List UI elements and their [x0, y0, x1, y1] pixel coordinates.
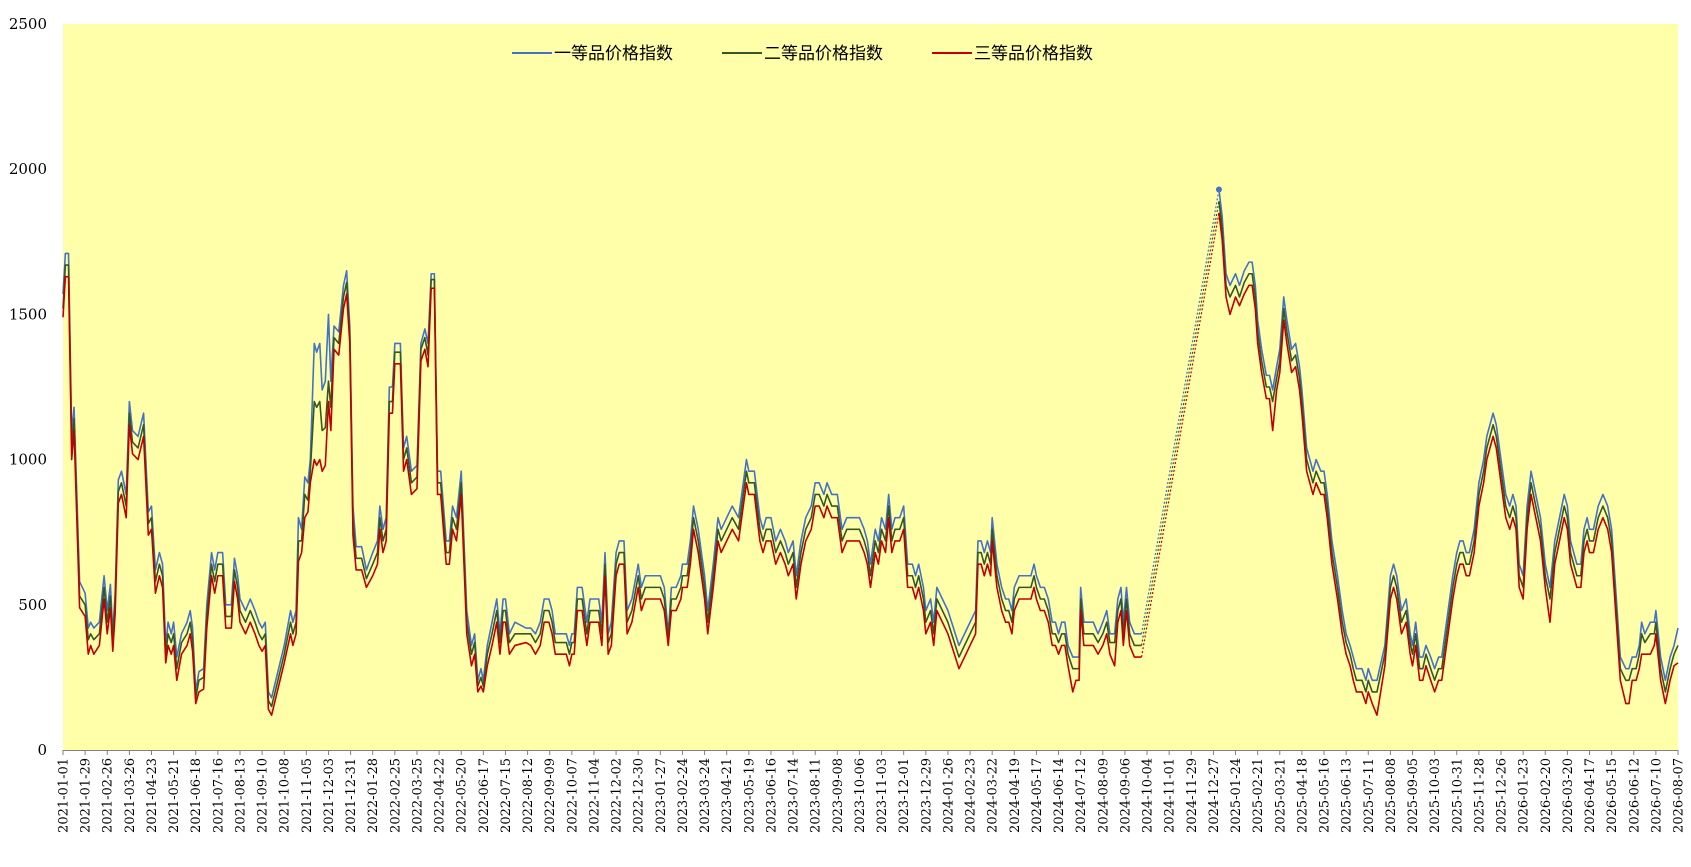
x-tick-label: 2023-04-21 — [720, 758, 735, 833]
x-tick-label: 2021-09-10 — [256, 758, 271, 833]
x-tick-label: 2021-05-21 — [167, 758, 182, 833]
series-line-2-resumed — [1218, 201, 1679, 693]
y-tick-label: 2500 — [9, 15, 47, 33]
x-tick-label: 2023-08-11 — [809, 758, 824, 833]
x-tick-label: 2025-04-18 — [1295, 758, 1310, 833]
peak-marker — [1215, 186, 1222, 193]
series-layer — [62, 186, 1679, 716]
x-tick-label: 2025-11-28 — [1472, 758, 1487, 833]
x-tick-label: 2025-10-31 — [1450, 758, 1465, 833]
series-gap-line-3 — [1140, 212, 1220, 658]
x-tick-label: 2026-02-20 — [1539, 758, 1554, 833]
series-line-1-resumed — [1218, 189, 1679, 682]
x-tick-label: 2021-06-18 — [189, 758, 204, 833]
x-tick-label: 2022-01-28 — [366, 758, 381, 833]
x-axis: 2021-01-01 2021-01-29 2021-02-26 2021-03-26… — [57, 750, 1687, 833]
series-line-3 — [62, 275, 1142, 716]
series-line-3-resumed — [1218, 212, 1679, 716]
y-tick-label: 1000 — [9, 451, 47, 469]
x-tick-label: 2021-01-01 — [57, 758, 72, 833]
x-tick-label: 2021-12-31 — [344, 758, 359, 833]
x-tick-label: 2022-06-17 — [477, 758, 492, 833]
x-tick-label: 2024-02-23 — [964, 758, 979, 833]
x-tick-label: 2021-10-08 — [278, 758, 293, 833]
x-tick-label: 2024-08-09 — [1096, 758, 1111, 833]
x-tick-label: 2021-03-26 — [123, 758, 138, 833]
x-tick-label: 2024-06-14 — [1052, 758, 1067, 833]
x-tick-label: 2024-10-04 — [1141, 758, 1156, 833]
x-tick-label: 2025-01-24 — [1229, 758, 1244, 833]
x-tick-label: 2022-04-22 — [433, 758, 448, 833]
x-tick-label: 2025-02-21 — [1251, 758, 1266, 833]
x-tick-label: 2023-12-29 — [919, 758, 934, 833]
x-tick-label: 2023-03-24 — [698, 758, 713, 833]
x-tick-label: 2024-05-17 — [1030, 758, 1045, 833]
x-tick-label: 2026-08-07 — [1672, 758, 1687, 833]
x-tick-label: 2024-07-12 — [1074, 758, 1089, 833]
x-tick-label: 2022-09-09 — [543, 758, 558, 833]
x-tick-label: 2022-10-07 — [565, 758, 580, 833]
x-tick-label: 2023-02-24 — [676, 758, 691, 833]
x-tick-label: 2024-01-26 — [941, 758, 956, 833]
y-tick-label: 500 — [18, 596, 47, 614]
x-tick-label: 2026-03-20 — [1561, 758, 1576, 833]
x-tick-label: 2025-05-16 — [1318, 758, 1333, 833]
y-axis: 0 500 1000 1500 2000 2500 — [9, 15, 47, 759]
x-tick-label: 2021-12-03 — [322, 758, 337, 833]
legend-label: 一等品价格指数 — [554, 44, 673, 64]
x-tick-label: 2023-10-06 — [853, 758, 868, 833]
x-tick-label: 2025-03-21 — [1273, 758, 1288, 833]
x-tick-label: 2022-07-15 — [499, 758, 514, 833]
x-tick-label: 2025-06-13 — [1340, 758, 1355, 833]
y-tick-label: 0 — [37, 741, 47, 759]
x-tick-label: 2022-12-02 — [610, 758, 625, 833]
x-tick-label: 2021-08-13 — [233, 758, 248, 833]
x-tick-label: 2023-05-19 — [742, 758, 757, 833]
x-tick-label: 2023-12-01 — [897, 758, 912, 833]
legend-label: 三等品价格指数 — [974, 44, 1093, 64]
series-gap-line-1 — [1140, 189, 1220, 634]
legend-label: 二等品价格指数 — [764, 44, 883, 64]
x-tick-label: 2022-02-25 — [388, 758, 403, 833]
x-tick-label: 2026-07-10 — [1649, 758, 1664, 833]
x-tick-label: 2022-03-25 — [410, 758, 425, 833]
x-tick-label: 2024-04-19 — [1008, 758, 1023, 833]
y-tick-label: 1500 — [9, 305, 47, 323]
x-tick-label: 2021-01-29 — [79, 758, 94, 833]
x-tick-label: 2026-04-17 — [1583, 758, 1598, 833]
x-tick-label: 2021-02-26 — [101, 758, 116, 833]
x-tick-label: 2023-07-14 — [787, 758, 802, 833]
x-tick-label: 2024-03-22 — [986, 758, 1001, 833]
y-tick-label: 2000 — [9, 160, 47, 178]
x-tick-label: 2025-12-26 — [1495, 758, 1510, 833]
x-tick-label: 2022-12-30 — [632, 758, 647, 833]
x-tick-label: 2023-06-16 — [764, 758, 779, 833]
x-tick-label: 2021-04-23 — [145, 758, 160, 833]
x-tick-label: 2024-11-29 — [1185, 758, 1200, 833]
legend: 一等品价格指数 二等品价格指数 三等品价格指数 — [512, 44, 1093, 64]
x-tick-label: 2026-01-23 — [1517, 758, 1532, 833]
x-tick-label: 2021-07-16 — [211, 758, 226, 833]
x-tick-label: 2024-09-06 — [1118, 758, 1133, 833]
x-tick-label: 2021-11-05 — [300, 758, 315, 833]
x-tick-label: 2026-06-12 — [1627, 758, 1642, 833]
x-tick-label: 2025-09-05 — [1406, 758, 1421, 833]
plot-area — [63, 24, 1678, 750]
x-tick-label: 2022-05-20 — [455, 758, 470, 833]
x-tick-label: 2023-01-27 — [654, 758, 669, 833]
x-tick-label: 2022-11-04 — [587, 758, 602, 833]
x-tick-label: 2022-08-12 — [521, 758, 536, 833]
x-tick-label: 2025-07-11 — [1362, 758, 1377, 833]
series-gap-line-2 — [1140, 201, 1220, 646]
x-tick-label: 2023-09-08 — [831, 758, 846, 833]
x-tick-label: 2024-11-01 — [1163, 758, 1178, 833]
x-tick-label: 2024-12-27 — [1207, 758, 1222, 833]
x-tick-label: 2025-10-03 — [1428, 758, 1443, 833]
x-tick-label: 2023-11-03 — [875, 758, 890, 833]
x-tick-label: 2025-08-08 — [1384, 758, 1399, 833]
x-tick-label: 2026-05-15 — [1605, 758, 1620, 833]
